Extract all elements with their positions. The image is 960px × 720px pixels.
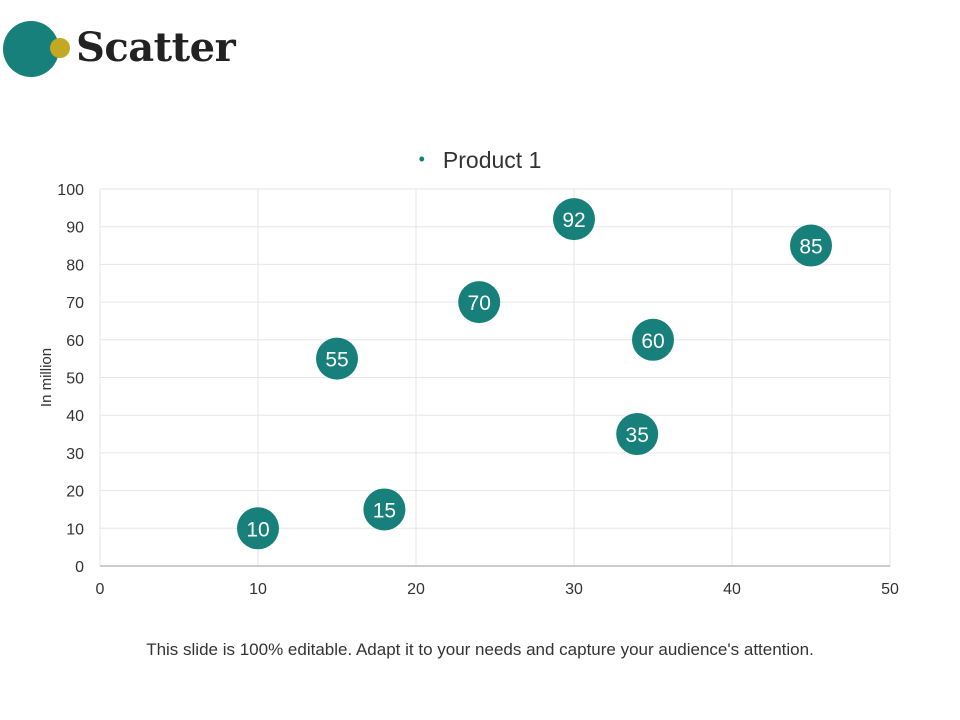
logo-circle-small xyxy=(50,38,70,58)
data-label: 92 xyxy=(562,209,585,232)
y-tick-label: 90 xyxy=(66,220,84,237)
data-label: 10 xyxy=(246,518,269,541)
x-tick-label: 50 xyxy=(881,581,899,598)
y-tick-label: 80 xyxy=(66,257,84,274)
data-point xyxy=(616,413,659,456)
footer-text: This slide is 100% editable. Adapt it to… xyxy=(146,640,814,659)
chart-legend: • Product 1 xyxy=(0,143,960,176)
legend-label: Product 1 xyxy=(442,147,542,173)
data-point xyxy=(458,281,501,324)
data-label: 15 xyxy=(373,499,396,522)
y-tick-label: 10 xyxy=(66,521,84,538)
data-label: 85 xyxy=(799,236,822,259)
y-tick-label: 20 xyxy=(66,484,84,501)
logo-circle-large xyxy=(3,21,59,77)
y-tick-label: 0 xyxy=(75,559,84,576)
data-label: 60 xyxy=(641,330,664,353)
y-tick-label: 40 xyxy=(66,408,84,425)
x-tick-label: 10 xyxy=(249,581,267,598)
data-point xyxy=(363,488,406,531)
data-point xyxy=(316,337,358,380)
data-label: 35 xyxy=(626,424,649,447)
data-label: 70 xyxy=(468,292,491,315)
y-tick-label: 50 xyxy=(66,371,84,388)
y-axis-title: In million xyxy=(38,348,55,407)
slide-title: Scatter xyxy=(76,24,236,71)
x-tick-label: 20 xyxy=(407,581,425,598)
data-point xyxy=(553,198,595,241)
y-tick-label: 30 xyxy=(66,446,84,463)
data-point xyxy=(237,507,279,550)
x-tick-label: 0 xyxy=(96,581,105,598)
y-tick-label: 60 xyxy=(66,333,84,350)
legend-marker-icon: • xyxy=(418,149,425,169)
y-tick-label: 100 xyxy=(57,182,84,199)
x-tick-label: 40 xyxy=(723,581,741,598)
data-point xyxy=(632,318,674,361)
y-tick-label: 70 xyxy=(66,295,84,312)
data-label: 55 xyxy=(325,349,348,372)
data-point xyxy=(790,224,832,267)
x-tick-label: 30 xyxy=(565,581,583,598)
